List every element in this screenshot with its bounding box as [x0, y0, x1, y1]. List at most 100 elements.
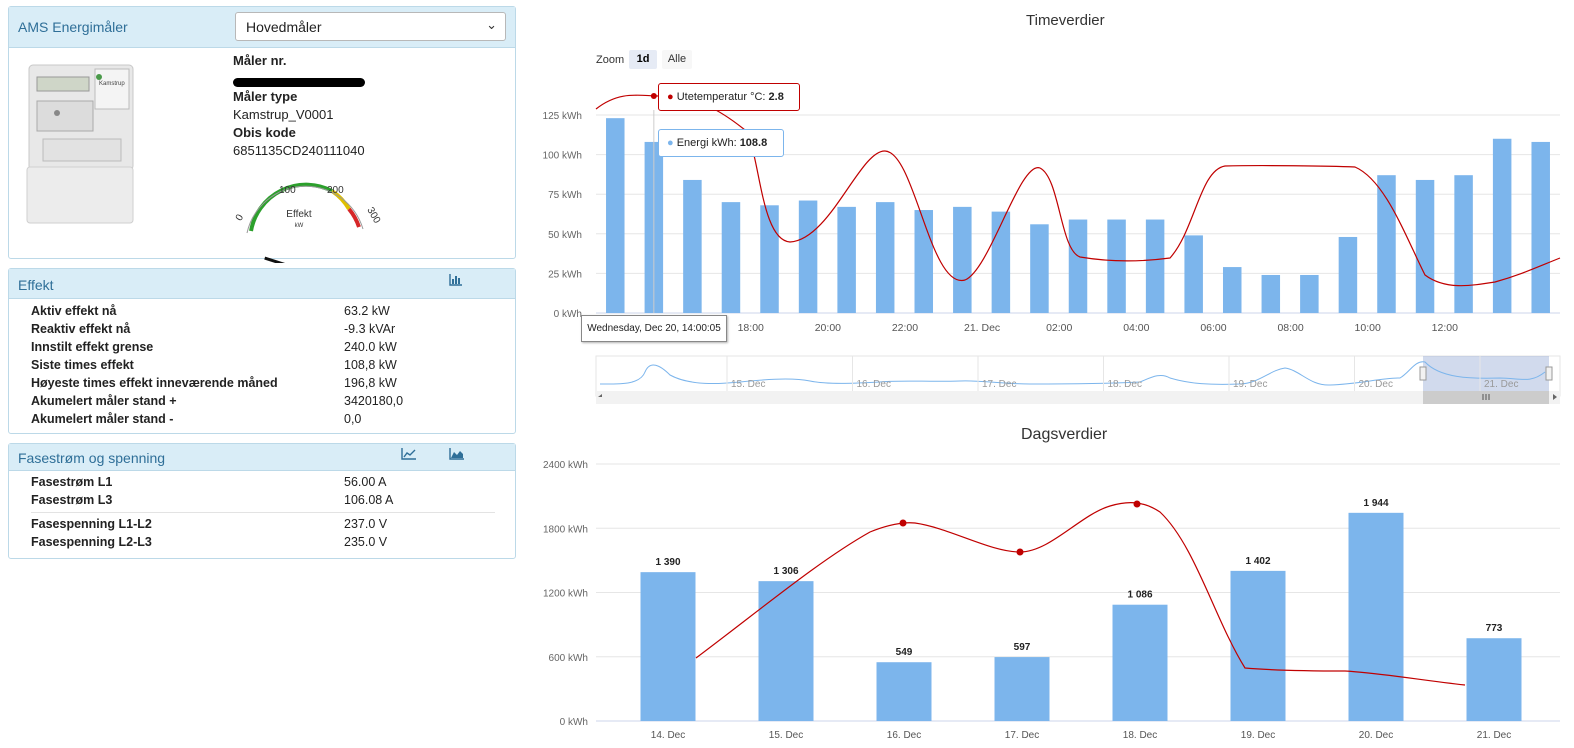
row-value: 108,8 kW	[344, 358, 397, 372]
navigator-handle-left[interactable]	[1419, 366, 1427, 381]
x-tick-label: 06:00	[1200, 322, 1226, 334]
power-gauge: 0 100 200 300 Effekt kW	[234, 182, 381, 263]
bar[interactable]	[1454, 175, 1473, 313]
bar-chart-icon[interactable]	[449, 274, 463, 286]
bar[interactable]	[683, 179, 702, 313]
y-tick-label: 75 kWh	[548, 190, 582, 201]
meter-select-value: Hovedmåler	[246, 19, 322, 35]
row-value: 235.0 V	[344, 535, 388, 549]
bar[interactable]	[875, 202, 895, 313]
x-crosshair-tooltip: Wednesday, Dec 20, 14:00:05	[581, 315, 727, 342]
y-tick-label: 50 kWh	[548, 230, 582, 241]
scrollbar-thumb[interactable]	[1423, 391, 1549, 404]
zoom-alle-button[interactable]: Alle	[662, 50, 692, 69]
x-tick-label: 16. Dec	[887, 730, 921, 741]
bar[interactable]	[1068, 219, 1088, 313]
bar[interactable]	[953, 206, 972, 313]
row-value: 56.00 A	[344, 475, 387, 489]
bar[interactable]	[721, 202, 741, 313]
x-tick-label: 18:00	[738, 322, 764, 334]
bar[interactable]	[991, 211, 1011, 313]
x-tick-label: 08:00	[1277, 322, 1303, 334]
row-divider	[31, 512, 495, 513]
fase-panel: Fasestrøm og spenning Fasestrøm L1 56.00 …	[8, 443, 516, 559]
y-tick-label: 125 kWh	[543, 111, 582, 122]
x-tick-label: 22:00	[892, 322, 918, 334]
bar[interactable]	[1184, 235, 1203, 313]
y-tick-label: 0 kWh	[554, 309, 582, 320]
bar[interactable]	[606, 118, 625, 313]
zoom-label: Zoom	[596, 54, 625, 66]
bar[interactable]	[758, 581, 814, 721]
zoom-1d-button[interactable]: 1d	[629, 50, 657, 69]
row-value: 196,8 kW	[344, 376, 397, 390]
bar[interactable]	[1222, 267, 1242, 313]
scroll-grip-icon	[1482, 394, 1490, 400]
row-value: 63.2 kW	[344, 304, 390, 318]
fase-panel-title: Fasestrøm og spenning	[18, 450, 166, 466]
bar[interactable]	[1338, 236, 1358, 313]
data-label: 773	[1486, 623, 1503, 634]
gauge-title: Effekt	[286, 209, 312, 220]
bar[interactable]	[1107, 219, 1126, 313]
daily-chart-title: Dagsverdier	[1021, 426, 1108, 443]
bar[interactable]	[1261, 274, 1281, 313]
bar[interactable]	[644, 141, 664, 313]
bar[interactable]	[1415, 179, 1435, 313]
bar[interactable]	[1030, 224, 1049, 313]
row-value: 106.08 A	[344, 493, 394, 507]
bar[interactable]	[837, 206, 856, 313]
navigator-selection[interactable]	[1423, 356, 1549, 396]
meter-panel: AMS Energimåler Hovedmåler ⌄ Kamstrup Må…	[8, 6, 516, 263]
gauge-tick-0: 0	[234, 212, 247, 223]
chevron-down-icon: ⌄	[486, 17, 497, 32]
row-label: Fasespenning L1-L2	[31, 517, 152, 531]
bar[interactable]	[760, 205, 779, 313]
bar[interactable]	[876, 662, 932, 721]
effekt-panel: Effekt Aktiv effekt nå 63.2 kW Reaktiv eff…	[8, 268, 516, 434]
bar[interactable]	[1112, 604, 1168, 721]
bar[interactable]	[1230, 570, 1286, 721]
bar[interactable]	[1492, 138, 1512, 313]
navigator-handle-right[interactable]	[1545, 366, 1553, 381]
x-tick-label: 18. Dec	[1123, 730, 1157, 741]
navigator-label: 21. Dec	[1484, 379, 1518, 390]
obis-value: 6851135CD240111040	[233, 143, 365, 158]
row-value: -9.3 kVAr	[344, 322, 396, 336]
row-label: Akumelert måler stand +	[31, 394, 177, 408]
bar[interactable]	[640, 572, 696, 721]
row-value: 237.0 V	[344, 517, 388, 531]
gauge-unit: kW	[295, 223, 304, 229]
bar[interactable]	[1300, 274, 1319, 313]
row-label: Aktiv effekt nå	[31, 304, 117, 318]
bar[interactable]	[1531, 141, 1550, 313]
temperature-hover-point	[650, 93, 657, 99]
navigator-label: 17. Dec	[982, 379, 1016, 390]
energy-tooltip-value: 108.8	[739, 137, 768, 149]
row-label: Innstilt effekt grense	[31, 340, 154, 354]
row-value: 240.0 kW	[344, 340, 397, 354]
data-label: 1 944	[1363, 498, 1388, 509]
temperature-line	[695, 502, 1466, 686]
line-chart-icon[interactable]	[401, 448, 417, 460]
x-tick-label: 21. Dec	[964, 322, 1000, 334]
scrollbar-track[interactable]	[596, 391, 1560, 404]
meter-no-redacted	[233, 78, 365, 87]
data-label: 1 086	[1127, 590, 1152, 601]
navigator-series	[599, 361, 1546, 386]
bar[interactable]	[1466, 638, 1522, 721]
bar[interactable]	[914, 210, 934, 313]
bar[interactable]	[994, 657, 1050, 721]
bar[interactable]	[1145, 219, 1165, 313]
x-tick-label: 21. Dec	[1477, 730, 1511, 741]
row-value: 0,0	[344, 412, 362, 426]
temperature-line	[595, 94, 1561, 287]
bar[interactable]	[1377, 175, 1396, 313]
navigator-label: 19. Dec	[1233, 379, 1267, 390]
x-tick-label: 20:00	[815, 322, 841, 334]
meter-select[interactable]: Hovedmåler ⌄	[235, 12, 506, 41]
bar[interactable]	[1348, 512, 1404, 721]
area-chart-icon[interactable]	[449, 448, 465, 460]
row-label: Fasespenning L2-L3	[31, 535, 152, 549]
bar[interactable]	[798, 200, 818, 313]
